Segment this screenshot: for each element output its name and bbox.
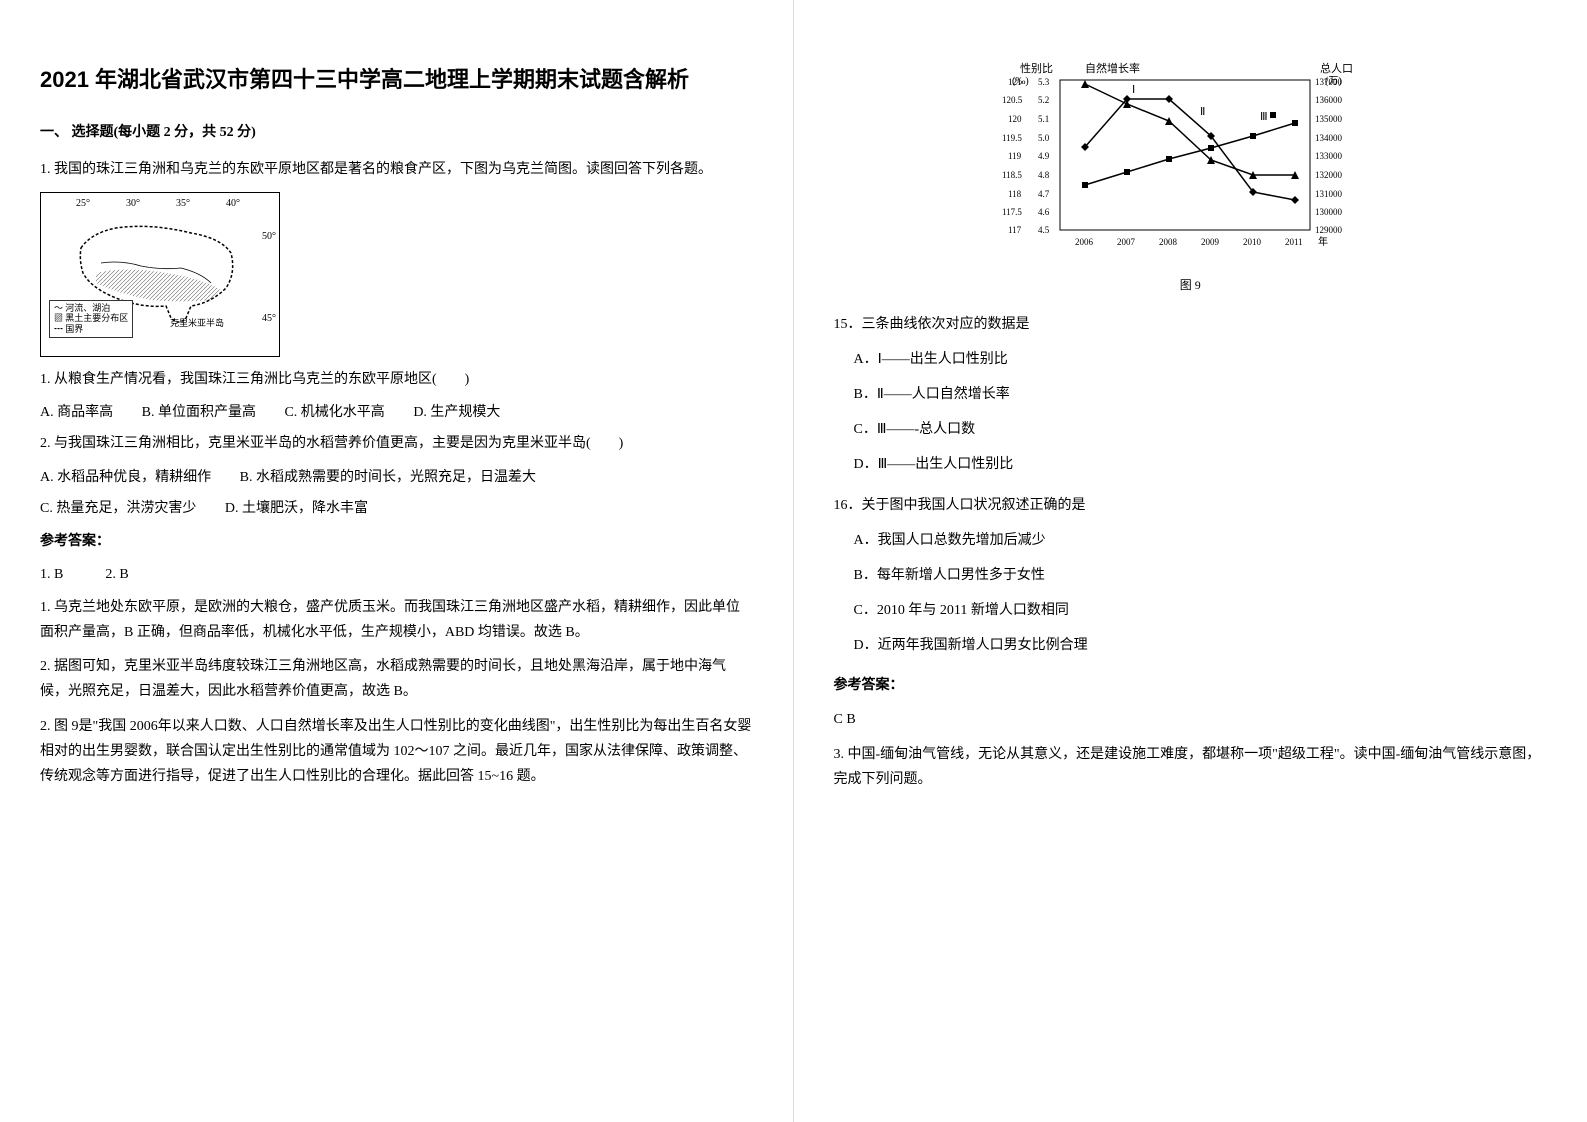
- map-coord: 30°: [126, 195, 140, 213]
- q15-opt-d: D．Ⅲ——出生人口性别比: [854, 452, 1548, 477]
- svg-text:130000: 130000: [1315, 207, 1343, 217]
- chart-caption: 图 9: [834, 275, 1548, 297]
- map-coord: 35°: [176, 195, 190, 213]
- section-title: 一、 选择题(每小题 2 分，共 52 分): [40, 120, 753, 145]
- svg-text:131000: 131000: [1315, 189, 1343, 199]
- svg-text:5.1: 5.1: [1038, 114, 1049, 124]
- option-c: C. 机械化水平高: [284, 400, 384, 425]
- svg-text:4.9: 4.9: [1038, 151, 1050, 161]
- svg-text:134000: 134000: [1315, 133, 1343, 143]
- svg-text:137000: 137000: [1315, 77, 1343, 87]
- map-coord: 50°: [262, 228, 276, 246]
- svg-text:Ⅲ: Ⅲ: [1260, 111, 1268, 123]
- q3-intro: 3. 中国-缅甸油气管线，无论从其意义，还是建设施工难度，都堪称一项"超级工程"…: [834, 742, 1548, 792]
- svg-text:5.2: 5.2: [1038, 95, 1049, 105]
- map-coord: 40°: [226, 195, 240, 213]
- svg-text:2008: 2008: [1159, 237, 1178, 247]
- svg-text:136000: 136000: [1315, 95, 1343, 105]
- svg-text:132000: 132000: [1315, 170, 1343, 180]
- q16-opt-b: B．每年新增人口男性多于女性: [854, 563, 1548, 588]
- q1-exp1: 1. 乌克兰地处东欧平原，是欧洲的大粮仓，盛产优质玉米。而我国珠江三角洲地区盛产…: [40, 595, 753, 645]
- svg-text:121: 121: [1008, 77, 1022, 87]
- svg-text:5.3: 5.3: [1038, 77, 1050, 87]
- q15-text: 15．三条曲线依次对应的数据是: [834, 312, 1548, 337]
- q1-sub1-options: A. 商品率高 B. 单位面积产量高 C. 机械化水平高 D. 生产规模大: [40, 400, 753, 425]
- q16-opt-c: C．2010 年与 2011 新增人口数相同: [854, 598, 1548, 623]
- q1-sub2-options: A. 水稻品种优良，精耕细作 B. 水稻成熟需要的时间长，光照充足，日温差大: [40, 465, 753, 490]
- svg-text:118: 118: [1008, 189, 1022, 199]
- q2-answers: C B: [834, 707, 1548, 732]
- svg-text:4.6: 4.6: [1038, 207, 1050, 217]
- svg-text:2010: 2010: [1243, 237, 1262, 247]
- svg-text:119.5: 119.5: [1002, 133, 1022, 143]
- answer-label: 参考答案：: [40, 529, 753, 554]
- svg-text:129000: 129000: [1315, 225, 1343, 235]
- svg-text:120.5: 120.5: [1002, 95, 1023, 105]
- right-axis-label: 总人口: [1320, 61, 1353, 75]
- svg-text:4.7: 4.7: [1038, 189, 1050, 199]
- q15-opt-b: B．Ⅱ——人口自然增长率: [854, 382, 1548, 407]
- q1-sub2-options2: C. 热量充足，洪涝灾害少 D. 土壤肥沃，降水丰富: [40, 496, 753, 521]
- option-d: D. 生产规模大: [413, 400, 500, 425]
- map-coord: 45°: [262, 310, 276, 328]
- map-legend: 〜 河流、湖泊 ▨ 黑土主要分布区 ┅ 国界: [49, 300, 133, 338]
- option-b: B. 水稻成熟需要的时间长，光照充足，日温差大: [240, 465, 536, 490]
- svg-text:年: 年: [1318, 235, 1328, 248]
- option-c: C. 热量充足，洪涝灾害少: [40, 496, 196, 521]
- svg-text:135000: 135000: [1315, 114, 1343, 124]
- q1-intro: 1. 我国的珠江三角洲和乌克兰的东欧平原地区都是著名的粮食产区，下图为乌克兰简图…: [40, 157, 753, 182]
- q16-opt-d: D．近两年我国新增人口男女比例合理: [854, 633, 1548, 658]
- q15-opt-c: C．Ⅲ——-总人口数: [854, 417, 1548, 442]
- ukraine-map: 25° 30° 35° 40° 50° 45° 〜 河流、湖泊 ▨ 黑土主要分布…: [40, 192, 280, 357]
- q1-sub2: 2. 与我国珠江三角洲相比，克里米亚半岛的水稻营养价值更高，主要是因为克里米亚半…: [40, 431, 753, 456]
- q2-intro: 2. 图 9是"我国 2006年以来人口数、人口自然增长率及出生人口性别比的变化…: [40, 714, 753, 790]
- svg-text:117: 117: [1008, 225, 1022, 235]
- svg-text:Ⅱ: Ⅱ: [1200, 106, 1205, 118]
- svg-text:2011: 2011: [1285, 237, 1303, 247]
- svg-text:5.0: 5.0: [1038, 133, 1050, 143]
- center-label: 自然增长率: [1085, 61, 1140, 75]
- q1-sub1: 1. 从粮食生产情况看，我国珠江三角洲比乌克兰的东欧平原地区( ): [40, 367, 753, 392]
- q1-exp2: 2. 据图可知，克里米亚半岛纬度较珠江三角洲地区高，水稻成熟需要的时间长，且地处…: [40, 654, 753, 704]
- q16-opt-a: A．我国人口总数先增加后减少: [854, 528, 1548, 553]
- svg-text:120: 120: [1008, 114, 1022, 124]
- svg-text:4.5: 4.5: [1038, 225, 1050, 235]
- svg-text:4.8: 4.8: [1038, 170, 1050, 180]
- population-chart: 性别比 (‰) 自然增长率 总人口 (万) 121 120.5 120 119.…: [1000, 60, 1380, 260]
- option-d: D. 土壤肥沃，降水丰富: [225, 496, 368, 521]
- svg-text:Ⅰ: Ⅰ: [1132, 84, 1135, 96]
- q15-opt-a: A．Ⅰ——出生人口性别比: [854, 347, 1548, 372]
- q16-text: 16．关于图中我国人口状况叙述正确的是: [834, 493, 1548, 518]
- svg-text:2007: 2007: [1117, 237, 1136, 247]
- svg-text:133000: 133000: [1315, 151, 1343, 161]
- option-a: A. 商品率高: [40, 400, 113, 425]
- svg-text:119: 119: [1008, 151, 1022, 161]
- option-a: A. 水稻品种优良，精耕细作: [40, 465, 211, 490]
- svg-text:2006: 2006: [1075, 237, 1094, 247]
- page-title: 2021 年湖北省武汉市第四十三中学高二地理上学期期末试题含解析: [40, 60, 753, 100]
- svg-text:117.5: 117.5: [1002, 207, 1022, 217]
- svg-text:118.5: 118.5: [1002, 170, 1022, 180]
- option-b: B. 单位面积产量高: [142, 400, 256, 425]
- map-coord: 25°: [76, 195, 90, 213]
- svg-text:2009: 2009: [1201, 237, 1220, 247]
- answer-label-2: 参考答案：: [834, 673, 1548, 698]
- q1-answers: 1. B 2. B: [40, 562, 753, 587]
- crimea-label: 克里米亚半岛: [170, 315, 224, 331]
- left-axis-label: 性别比: [1020, 61, 1053, 75]
